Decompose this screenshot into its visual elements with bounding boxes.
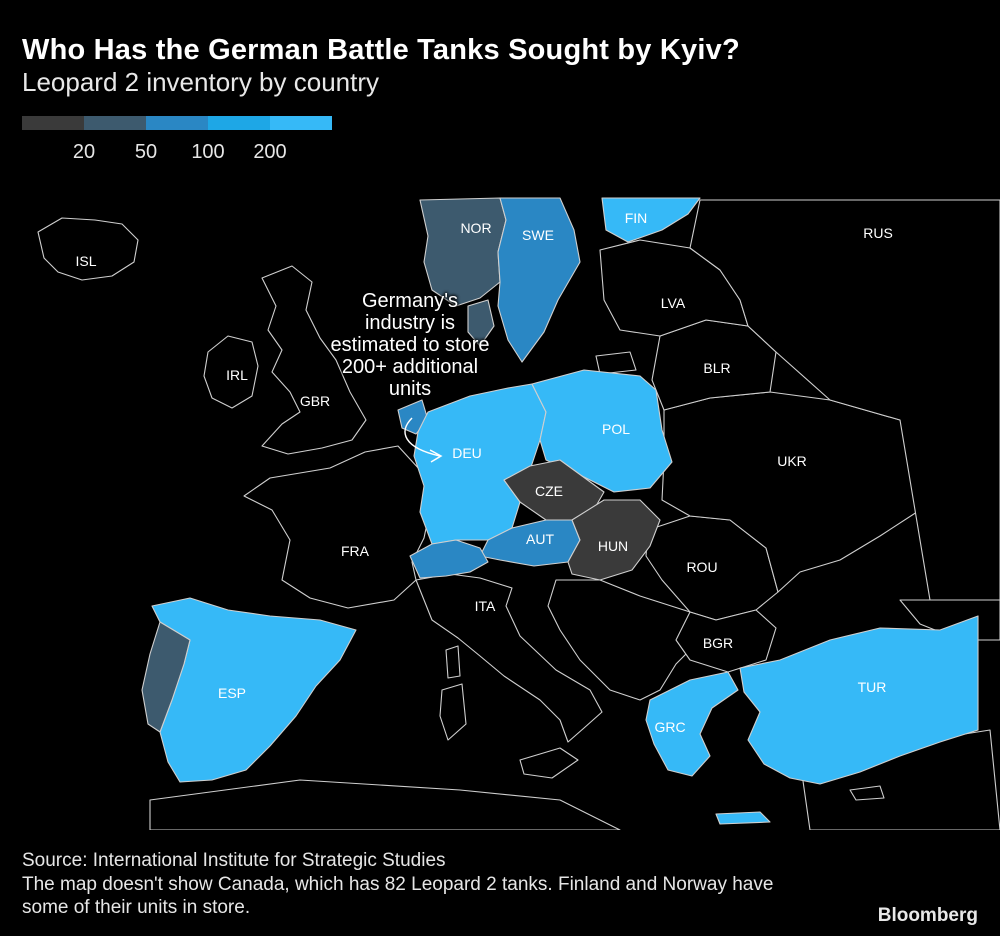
crete-shape — [715, 811, 771, 825]
label-AUT: AUT — [526, 531, 554, 547]
country-shape-ESP — [151, 597, 357, 783]
france-shape — [243, 445, 433, 609]
annotation-line: estimated to store — [330, 334, 490, 356]
source-text: Source: International Institute for Stra… — [22, 850, 446, 871]
label-DEU: DEU — [452, 445, 482, 461]
germany-annotation: Germany's industry is estimated to store… — [300, 290, 520, 400]
color-legend: 20 50 100 200 — [22, 116, 332, 176]
north-africa-shape — [149, 779, 621, 830]
europe-map: ISL NOR SWE FIN RUS LVA BLR IRL GBR POL … — [37, 197, 1000, 830]
label-IRL: IRL — [226, 367, 248, 383]
legend-swatch-1 — [84, 116, 146, 130]
country-shape-DNK — [467, 299, 495, 347]
annotation-line: Germany's — [361, 290, 459, 312]
country-shape-PRT — [141, 621, 191, 733]
label-SWE: SWE — [522, 227, 554, 243]
legend-tick-50: 50 — [134, 141, 158, 163]
bulgaria-shape — [675, 609, 777, 673]
russia-shape — [689, 199, 1000, 601]
annotation-line: units — [388, 378, 432, 400]
legend-swatch-4 — [270, 116, 332, 130]
italy-shape — [415, 573, 603, 743]
label-ESP: ESP — [218, 685, 246, 701]
label-CZE: CZE — [535, 483, 563, 499]
label-UKR: UKR — [777, 453, 807, 469]
balkans-shape — [547, 579, 701, 701]
label-ROU: ROU — [686, 559, 717, 575]
ukraine-shape — [661, 391, 931, 593]
country-labels: ISL NOR SWE FIN RUS LVA BLR IRL GBR POL … — [75, 210, 892, 735]
label-POL: POL — [602, 421, 630, 437]
ireland-shape — [203, 335, 259, 409]
cyprus-shape — [849, 785, 885, 801]
legend-tick-200: 200 — [253, 141, 287, 163]
note-text: The map doesn't show Canada, which has 8… — [22, 874, 774, 918]
label-ITA: ITA — [475, 598, 496, 614]
country-shape-CZE — [503, 459, 605, 521]
kaliningrad-shape — [595, 351, 637, 375]
label-FIN: FIN — [625, 210, 648, 226]
corsica-shape — [445, 645, 461, 679]
label-ISL: ISL — [75, 253, 96, 269]
legend-tick-20: 20 — [72, 141, 96, 163]
map-title: Who Has the German Battle Tanks Sought b… — [22, 34, 740, 66]
country-shape-SWE — [497, 197, 581, 363]
annotation-line: 200+ additional — [341, 356, 479, 378]
country-shape-GRC — [645, 671, 739, 777]
sardinia-shape — [439, 683, 467, 741]
country-shape-TUR — [739, 615, 979, 785]
country-shape-HUN — [567, 499, 661, 581]
sicily-shape — [519, 747, 579, 779]
label-FRA: FRA — [341, 543, 370, 559]
label-RUS: RUS — [863, 225, 893, 241]
label-LVA: LVA — [661, 295, 686, 311]
label-HUN: HUN — [598, 538, 628, 554]
label-BLR: BLR — [703, 360, 730, 376]
label-TUR: TUR — [858, 679, 887, 695]
country-shape-FIN — [601, 197, 701, 243]
map-subtitle: Leopard 2 inventory by country — [22, 67, 379, 97]
iceland-shape — [37, 217, 139, 281]
label-NOR: NOR — [460, 220, 491, 236]
annotation-line: industry is — [364, 312, 456, 334]
label-BGR: BGR — [703, 635, 733, 651]
country-shape-POL — [531, 369, 673, 493]
legend-swatch-0 — [22, 116, 84, 130]
country-shape-DEU — [413, 383, 547, 545]
country-shape-CHE — [409, 539, 489, 579]
legend-tick-100: 100 — [191, 141, 225, 163]
bloomberg-logo: Bloomberg — [877, 905, 978, 926]
legend-swatch-2 — [146, 116, 208, 130]
legend-swatch-3 — [208, 116, 270, 130]
britain-shape — [261, 265, 367, 455]
annotation-arrow — [404, 417, 443, 463]
label-GBR: GBR — [300, 393, 330, 409]
label-GRC: GRC — [654, 719, 685, 735]
